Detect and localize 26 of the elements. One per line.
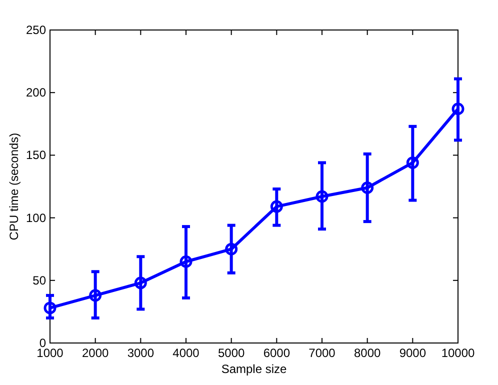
x-tick-label: 8000 — [354, 346, 382, 360]
point — [134, 276, 147, 290]
point — [89, 289, 102, 302]
y-tick-label: 150 — [26, 148, 46, 162]
x-tick-label: 9000 — [399, 346, 426, 360]
x-tick-label: 4000 — [172, 346, 200, 360]
x-tick-label: 2000 — [82, 346, 110, 360]
x-tick-label: 10000 — [441, 346, 476, 360]
point — [225, 242, 238, 256]
point — [452, 102, 464, 116]
y-tick-label: 50 — [32, 273, 46, 288]
y-tick-label: 100 — [26, 210, 46, 225]
point — [270, 200, 283, 213]
x-tick-label: 3000 — [127, 346, 154, 360]
point — [361, 182, 374, 194]
x-tick-label: 6000 — [263, 346, 290, 360]
y-tick-label: 200 — [26, 86, 46, 100]
x-axis-title: Sample size — [221, 362, 287, 376]
point — [406, 156, 419, 169]
x-tick-label: 5000 — [218, 346, 246, 360]
y-axis-title: CPU time (seconds) — [7, 132, 21, 240]
x-tick-label: 7000 — [308, 346, 336, 360]
point — [316, 190, 328, 203]
point — [180, 255, 192, 268]
y-tick-label: 250 — [26, 23, 46, 37]
point — [44, 302, 56, 314]
